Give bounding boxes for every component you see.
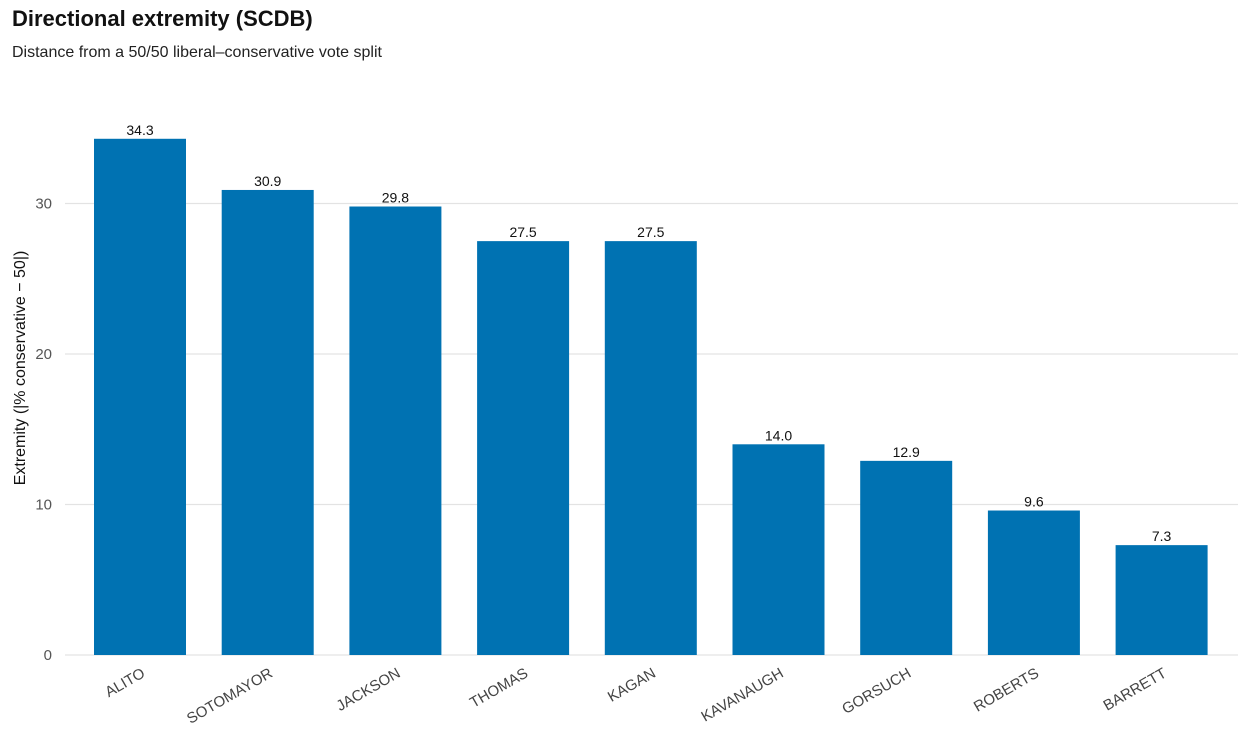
data-label: 34.3	[126, 122, 153, 138]
bar	[860, 460, 953, 655]
bar	[94, 138, 186, 655]
bar	[477, 241, 570, 655]
x-tick-label: KAGAN	[605, 665, 659, 706]
x-tick-label: KAVANAUGH	[698, 665, 786, 726]
data-label: 30.9	[254, 173, 281, 189]
x-tick-label: BARRETT	[1100, 665, 1169, 715]
data-label: 9.6	[1024, 494, 1044, 510]
bar	[732, 444, 825, 655]
bar	[221, 189, 314, 655]
chart-title: Directional extremity (SCDB)	[12, 6, 313, 31]
data-label: 14.0	[765, 427, 792, 443]
data-label: 27.5	[509, 224, 536, 240]
bar	[987, 510, 1080, 655]
data-label: 29.8	[382, 190, 409, 206]
data-label: 12.9	[893, 444, 920, 460]
y-tick-label: 0	[44, 647, 52, 664]
bar-layer	[94, 138, 1208, 655]
bar	[604, 241, 697, 655]
y-tick-label: 30	[35, 196, 52, 213]
x-tick-label: ROBERTS	[971, 665, 1042, 716]
chart-subtitle: Distance from a 50/50 liberal–conservati…	[12, 44, 382, 61]
bar	[349, 206, 442, 655]
data-label: 27.5	[637, 224, 664, 240]
x-tick-label: THOMAS	[467, 665, 531, 712]
bar	[1115, 545, 1208, 655]
x-tick-label: JACKSON	[334, 665, 404, 715]
x-tick-label: GORSUCH	[839, 665, 914, 718]
y-tick-label: 20	[35, 346, 52, 363]
y-axis-label: Extremity (|% conservative − 50|)	[12, 251, 29, 486]
data-label: 7.3	[1152, 528, 1172, 544]
x-tick-label: ALITO	[102, 665, 148, 701]
x-tick-label: SOTOMAYOR	[184, 665, 276, 728]
y-tick-label: 10	[35, 497, 52, 514]
